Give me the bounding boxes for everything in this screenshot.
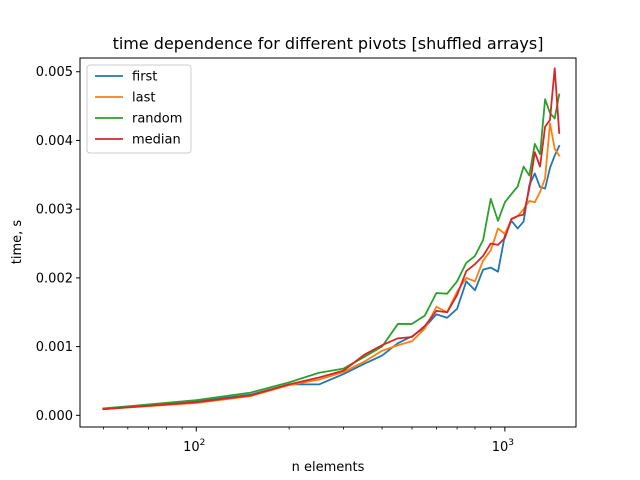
y-tick-label: 0.003: [36, 203, 73, 218]
legend-label-random: random: [132, 112, 182, 127]
y-tick-label: 0.005: [36, 65, 73, 80]
legend-box: [86, 64, 192, 154]
series-line-last: [102, 122, 561, 411]
legend-label-last: last: [132, 91, 155, 106]
series-layer: [102, 67, 561, 411]
x-tick-label: 103: [492, 438, 514, 455]
series-line-median: [102, 67, 561, 411]
x-tick-label: 102: [183, 438, 205, 455]
y-tick-label: 0.002: [36, 271, 73, 286]
plot-frame: [79, 57, 577, 428]
legend-label-median: median: [132, 133, 181, 148]
y-tick-label: 0.000: [36, 409, 73, 424]
legend-label-first: first: [132, 70, 157, 85]
y-axis-label: time, s: [10, 220, 25, 265]
y-tick-label: 0.001: [36, 340, 73, 355]
series-line-first: [102, 144, 561, 411]
legend: first last random median: [86, 64, 192, 154]
y-tick-label: 0.004: [36, 134, 73, 149]
chart-title: time dependence for different pivots [sh…: [113, 34, 544, 53]
axes-layer: 0.000 0.001 0.002 0.003 0.004 0.005 102 103: [36, 57, 577, 455]
series-line-random: [102, 93, 561, 410]
x-axis-label: n elements: [292, 460, 365, 475]
